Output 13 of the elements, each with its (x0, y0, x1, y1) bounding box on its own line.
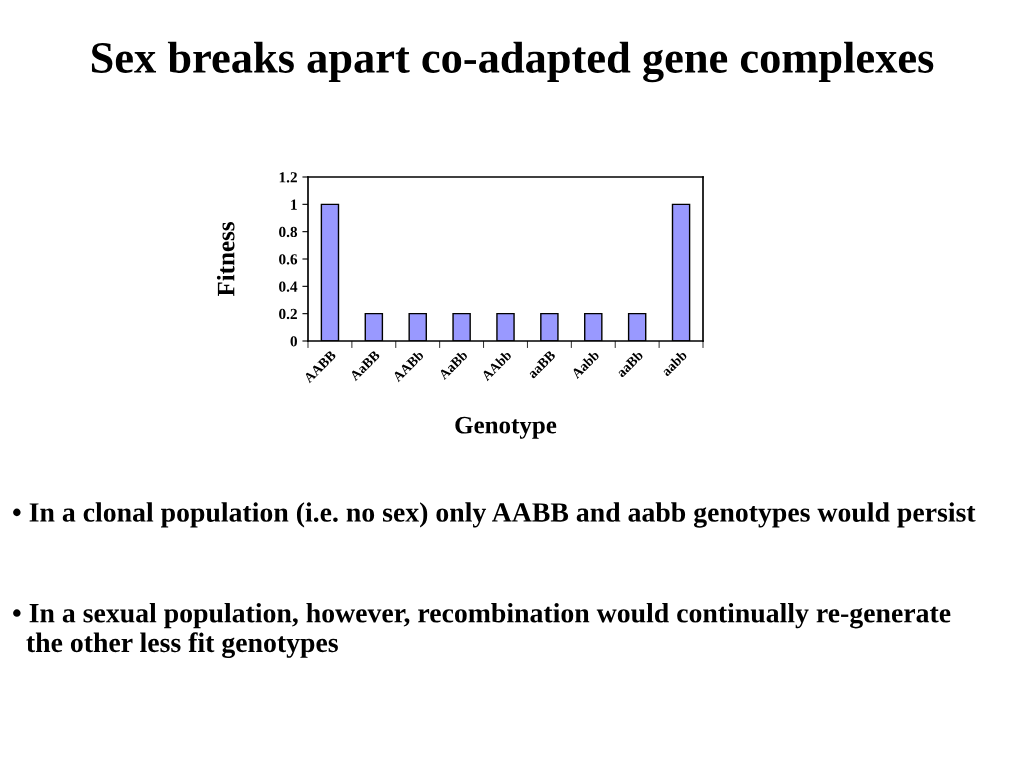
y-tick-label: 0 (290, 336, 297, 347)
x-tick-label: aabb (660, 349, 688, 377)
y-tick-label: 1 (291, 199, 297, 210)
y-tick-label: 0.2 (279, 308, 297, 320)
y-axis-title: Fitness (216, 222, 235, 297)
y-tick-label: 0.8 (279, 226, 298, 238)
x-axis-title: Genotype (455, 416, 557, 439)
y-tick-label: 0.6 (279, 254, 298, 265)
chart-title: Sex breaks apart co-adapted gene complexes (91, 41, 934, 83)
y-tick-label: 0.4 (279, 281, 298, 292)
text: • In a clonal population (i.e. no sex) only AABB and aabb genotypes would persist (13, 502, 976, 528)
text: • In a sexual population, however, recombination would continually re-generate the other less fit genotypes (13, 603, 951, 659)
y-tick-label: 1.2 (279, 172, 297, 183)
